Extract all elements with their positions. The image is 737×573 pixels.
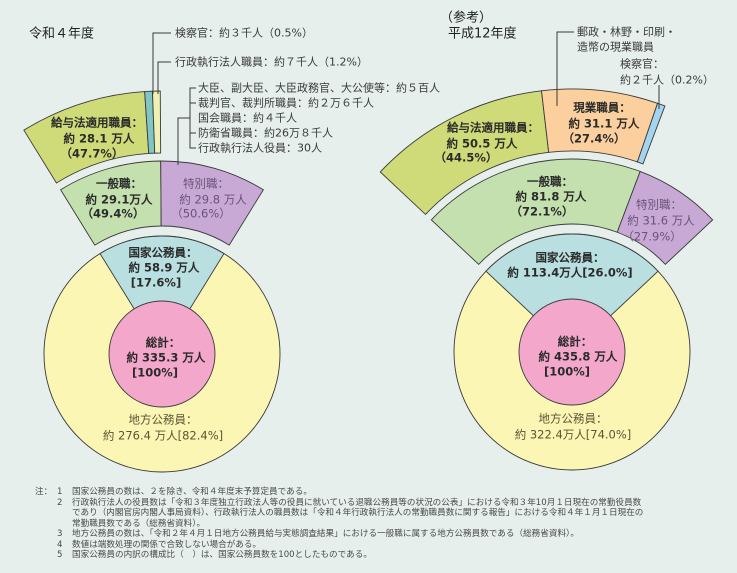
field-staff-leader-line <box>556 31 574 106</box>
note-text: 数値は端数処理の関係で合致しない場合がある。 <box>72 539 262 550</box>
field-staff-label: 現業職員： <box>573 100 631 115</box>
note-text: 地方公務員の数は、「令和２年４月１日地方公務員給与実態調査結果」における一般職に… <box>72 529 579 539</box>
national-segment <box>485 233 659 353</box>
field-staff-callout-line2: 造幣の現業職員 <box>577 40 654 54</box>
field-staff-share: （27.4%） <box>562 131 626 146</box>
special-breakdown-item: 国会職員：約４千人 <box>198 111 297 125</box>
left-callout-lines <box>152 32 196 165</box>
left-chart-title: 令和４年度 <box>29 26 95 42</box>
total-share: [100%] <box>131 365 179 380</box>
special-breakdown-item: 裁判官、裁判所職員：約２万６千人 <box>198 96 374 110</box>
local-value: 約 276.4 万人[82.4%] <box>102 428 224 443</box>
special-value: 約 29.8 万人 <box>179 192 247 207</box>
salary-law-value: 約 50.5 万人 <box>446 136 518 151</box>
note-number: 5 <box>57 550 63 560</box>
note-number: 1 <box>57 487 63 497</box>
salary-law-value: 約 28.1 万人 <box>63 131 135 146</box>
national-segment <box>99 235 225 355</box>
right-sunburst-chart <box>379 88 714 471</box>
admin-agency-leader-line <box>157 61 171 94</box>
general-value: 約 29.1万人 <box>85 192 153 207</box>
local-value: 約 322.4万人[74.0%] <box>514 427 632 442</box>
note-text: 常勤職員数である（総務省資料）。 <box>72 518 206 529</box>
general-breakdown-segment <box>636 102 666 165</box>
national-value: 約 58.9 万人 <box>128 260 200 275</box>
total-value: 約 435.8 万人 <box>538 349 618 364</box>
special-breakdown-item: 行政執行法人役員：30人 <box>198 141 322 155</box>
local-label: 地方公務員： <box>128 412 198 427</box>
prosecutors-callout-line2: 約２千人（0.2%） <box>620 73 714 87</box>
note-number: 2 <box>57 497 63 508</box>
right-chart-ref-label: （参考） <box>440 10 493 26</box>
note-text: 国家公務員の内訳の構成比（ ）は、国家公務員数を100としたものである。 <box>72 550 372 560</box>
general-label: 一般職： <box>96 176 142 191</box>
field-staff-value: 約 31.1 万人 <box>568 116 640 131</box>
national-label: 国家公務員： <box>535 250 605 265</box>
special-share: （50.6%） <box>171 206 231 221</box>
left-sunburst-chart <box>23 90 281 473</box>
general-value: 約 81.8 万人 <box>515 189 587 204</box>
note-number: 3 <box>57 529 63 539</box>
special-breakdown-item: 大臣、副大臣、大臣政務官、大公使等：約５百人 <box>198 81 440 95</box>
special-segment <box>160 160 264 246</box>
general-label: 一般職： <box>527 174 573 189</box>
total-value: 約 335.3 万人 <box>126 350 206 365</box>
salary-law-label: 給与法適用職員： <box>447 120 539 135</box>
total-center <box>518 298 626 406</box>
special-label: 特別職： <box>636 197 682 212</box>
right-chart-title: 平成12年度 <box>448 26 517 42</box>
prosecutors-callout: 検察官：約３千人（0.5%） <box>175 26 313 40</box>
note-text: 国家公務員の数は、２を除き、令和４年度末予算定員である。 <box>72 487 312 497</box>
general-share: （49.4%） <box>81 206 145 221</box>
general-share: （72.1%） <box>510 204 574 219</box>
salary-law-share: （47.7%） <box>60 146 124 161</box>
national-value: 約 113.4万人[26.0%] <box>507 265 633 280</box>
special-leader-line <box>177 117 190 165</box>
total-center <box>108 300 216 408</box>
admin-agency-callout: 行政執行法人職員：約７千人（1.2%） <box>175 55 368 69</box>
national-label: 国家公務員： <box>128 245 198 260</box>
total-label: 総計： <box>557 334 593 349</box>
prosecutors-callout-line1: 検察官： <box>620 57 664 71</box>
total-label: 総計： <box>145 335 181 350</box>
salary-law-share: （44.5%） <box>434 150 498 165</box>
general-breakdown-segment <box>151 90 162 154</box>
note-prefix: 注： <box>35 487 53 497</box>
note-text: であり（内閣官房内閣人事局資料）、行政執行法人の職員数は「令和４年行政執行法人の… <box>72 508 644 518</box>
special-segment <box>616 170 714 266</box>
special-value: 約 31.6 万人 <box>627 213 695 228</box>
prosecutors-leader-line <box>152 32 171 94</box>
note-number: 4 <box>57 539 63 550</box>
local-label: 地方公務員： <box>538 411 608 426</box>
special-label: 特別職： <box>183 176 229 191</box>
total-share: [100%] <box>543 364 591 379</box>
national-share: [17.6%] <box>130 275 182 290</box>
salary-law-label: 給与法適用職員： <box>51 115 143 130</box>
right-callout-lines <box>556 31 660 109</box>
special-breakdown-item: 防衛省職員：約26万８千人 <box>198 126 333 140</box>
note-text: 行政執行法人の役員数は「令和３年度独立行政法人等の役員に就いている退職公務員等の… <box>72 497 642 508</box>
special-share: （27.9%） <box>622 229 682 244</box>
field-staff-callout-line1: 郵政・林野・印刷・ <box>577 25 676 39</box>
special-bracket <box>189 87 196 149</box>
